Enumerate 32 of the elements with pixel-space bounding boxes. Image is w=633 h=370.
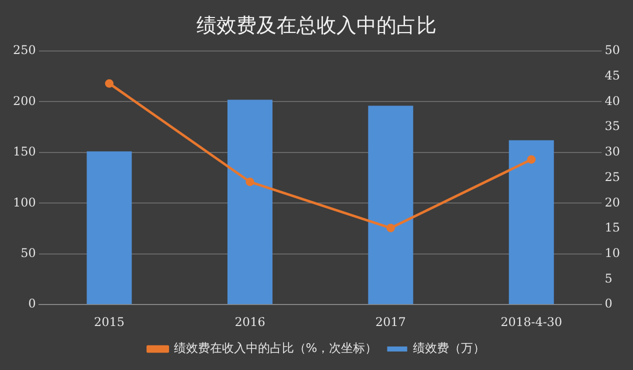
point [105,79,114,88]
y-tick-label: 250 [13,43,36,58]
bar [508,140,554,304]
y2-tick-label: 30 [604,144,620,159]
x-tick-label: 2015 [94,314,125,329]
y2-tick-label: 5 [604,271,612,286]
point [386,224,395,232]
y2-tick-label: 40 [604,94,620,108]
bar [368,106,414,304]
y2-tick-label: 35 [604,119,620,134]
y-tick-label: 0 [28,296,36,311]
y-tick-label: 200 [13,94,36,108]
y2-tick-label: 50 [604,43,620,58]
y-tick-label: 50 [20,246,36,260]
y2-tick-label: 45 [604,68,620,82]
y2-tick-label: 0 [604,296,612,311]
x-tick-label: 2017 [375,314,406,329]
y2-tick-label: 10 [604,246,620,260]
point [246,178,254,186]
chart-title: 绩效费及在总收入中的占比 [196,13,436,38]
x-tick-label: 2018-4-30 [500,314,562,329]
x-tick-label: 2016 [234,314,266,329]
y2-tick-label: 25 [604,170,620,184]
y2-tick-label: 15 [604,220,620,235]
bar [227,100,272,304]
y-tick-label: 150 [13,144,36,159]
legend-label: 绩效费（万） [413,341,486,356]
legend-label: 绩效费在收入中的占比（%，次坐标） [174,341,378,356]
point [527,155,536,164]
y2-tick-label: 20 [604,195,620,210]
bar [86,151,132,304]
y-tick-label: 100 [13,195,36,210]
